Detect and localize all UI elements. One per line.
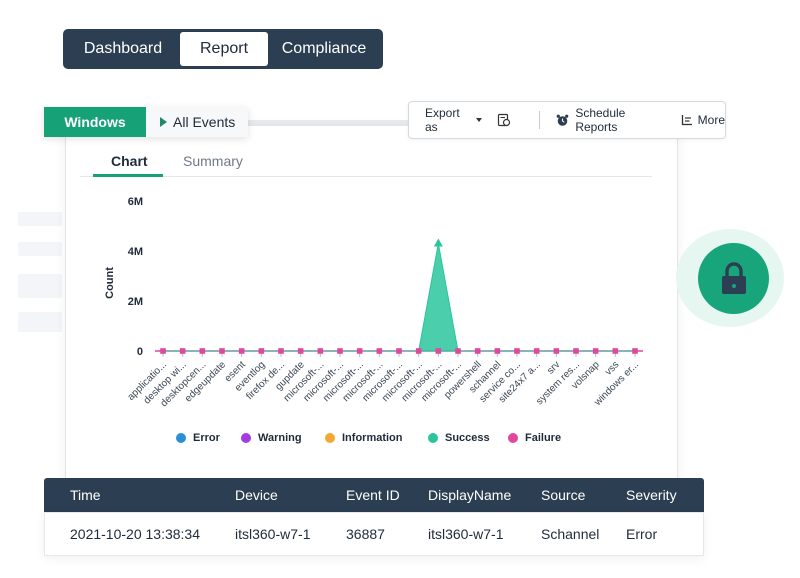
y-tick-label: 4M bbox=[128, 246, 143, 258]
data-point bbox=[592, 348, 599, 354]
data-point bbox=[514, 348, 520, 354]
column-header-severity[interactable]: Severity bbox=[626, 487, 677, 503]
report-toolbar: Export as Schedule Reports More bbox=[408, 101, 726, 139]
data-point bbox=[573, 348, 579, 354]
data-point bbox=[297, 348, 304, 354]
column-header-time[interactable]: Time bbox=[70, 487, 101, 503]
legend-swatch bbox=[428, 433, 438, 443]
background-decoration bbox=[18, 312, 62, 332]
y-tick-label: 2M bbox=[128, 296, 143, 308]
data-point bbox=[179, 348, 186, 354]
schedule-reports-button[interactable]: Schedule Reports bbox=[556, 106, 662, 134]
y-axis-label: Count bbox=[104, 267, 116, 299]
top-tab-bar: Dashboard Report Compliance bbox=[63, 29, 383, 69]
active-tab-indicator bbox=[93, 174, 163, 177]
alarm-clock-icon bbox=[556, 114, 569, 127]
legend-label: Warning bbox=[258, 432, 302, 444]
legend-warning[interactable]: Warning bbox=[241, 432, 302, 444]
data-point bbox=[337, 348, 343, 354]
data-point bbox=[632, 348, 638, 354]
export-as-label: Export as bbox=[425, 106, 460, 134]
table-header: Time Device Event ID DisplayName Source … bbox=[44, 478, 704, 512]
divider-strip bbox=[240, 120, 418, 126]
data-point bbox=[455, 348, 461, 354]
caret-down-icon bbox=[476, 118, 483, 122]
data-point bbox=[278, 348, 284, 354]
data-point bbox=[356, 348, 363, 354]
y-tick-label: 0 bbox=[137, 346, 143, 358]
data-point bbox=[258, 348, 265, 354]
data-point bbox=[376, 348, 383, 354]
y-tick-label: 6M bbox=[128, 196, 143, 208]
data-point bbox=[474, 348, 481, 354]
data-point bbox=[435, 348, 442, 354]
data-point bbox=[199, 348, 206, 354]
data-point bbox=[317, 348, 324, 354]
cell-time: 2021-10-20 13:38:34 bbox=[70, 526, 200, 542]
subtab-divider bbox=[80, 176, 652, 177]
all-events-label: All Events bbox=[173, 114, 236, 130]
data-point bbox=[533, 348, 540, 354]
tab-summary[interactable]: Summary bbox=[183, 153, 243, 169]
background-decoration bbox=[18, 242, 62, 256]
cell-event-id: 36887 bbox=[346, 526, 385, 542]
more-button[interactable]: More bbox=[681, 113, 725, 127]
tab-chart[interactable]: Chart bbox=[111, 153, 148, 169]
toolbar-separator bbox=[539, 111, 541, 129]
data-point bbox=[219, 348, 225, 354]
data-point bbox=[415, 348, 422, 354]
data-point bbox=[612, 348, 619, 354]
more-list-icon bbox=[681, 114, 693, 126]
cell-source: Schannel bbox=[541, 526, 600, 542]
legend-error[interactable]: Error bbox=[176, 432, 220, 444]
schedule-reports-label: Schedule Reports bbox=[575, 106, 626, 134]
tab-dashboard[interactable]: Dashboard bbox=[83, 40, 163, 57]
series-area-success bbox=[163, 243, 635, 352]
data-point bbox=[160, 348, 166, 354]
more-label: More bbox=[697, 113, 726, 127]
legend-swatch bbox=[508, 433, 518, 443]
data-point bbox=[238, 348, 245, 354]
legend-swatch bbox=[176, 433, 186, 443]
tab-report[interactable]: Report bbox=[180, 32, 268, 66]
lock-icon bbox=[720, 261, 748, 296]
all-events-button[interactable]: All Events bbox=[146, 107, 248, 137]
legend-information[interactable]: Information bbox=[325, 432, 403, 444]
legend-label: Success bbox=[445, 432, 490, 444]
table-row[interactable]: 2021-10-20 13:38:34 itsl360-w7-1 36887 i… bbox=[44, 512, 704, 556]
legend-success[interactable]: Success bbox=[428, 432, 490, 444]
legend-swatch bbox=[325, 433, 335, 443]
cell-severity: Error bbox=[626, 526, 658, 542]
legend-label: Failure bbox=[525, 432, 562, 444]
data-point bbox=[494, 348, 501, 354]
data-point bbox=[396, 348, 402, 354]
legend-label: Information bbox=[342, 432, 403, 444]
cell-device: itsl360-w7-1 bbox=[235, 526, 311, 542]
tab-compliance[interactable]: Compliance bbox=[281, 40, 367, 57]
event-filter: Windows All Events bbox=[44, 107, 248, 137]
background-decoration bbox=[18, 212, 62, 226]
report-card bbox=[65, 125, 678, 485]
column-header-device[interactable]: Device bbox=[235, 487, 278, 503]
windows-button[interactable]: Windows bbox=[44, 107, 146, 137]
column-header-source[interactable]: Source bbox=[541, 487, 586, 503]
export-pdf-icon[interactable] bbox=[497, 113, 511, 127]
export-as-dropdown[interactable]: Export as bbox=[425, 106, 483, 134]
column-header-event-id[interactable]: Event ID bbox=[346, 487, 400, 503]
background-decoration bbox=[18, 274, 62, 298]
legend-swatch bbox=[241, 433, 251, 443]
data-point bbox=[553, 348, 560, 354]
legend-failure[interactable]: Failure bbox=[508, 432, 561, 444]
data-point-peak bbox=[433, 238, 443, 247]
play-icon bbox=[160, 117, 167, 127]
lock-badge bbox=[698, 243, 769, 314]
legend-label: Error bbox=[193, 432, 220, 444]
column-header-display-name[interactable]: DisplayName bbox=[428, 487, 512, 503]
cell-display-name: itsl360-w7-1 bbox=[428, 526, 504, 542]
